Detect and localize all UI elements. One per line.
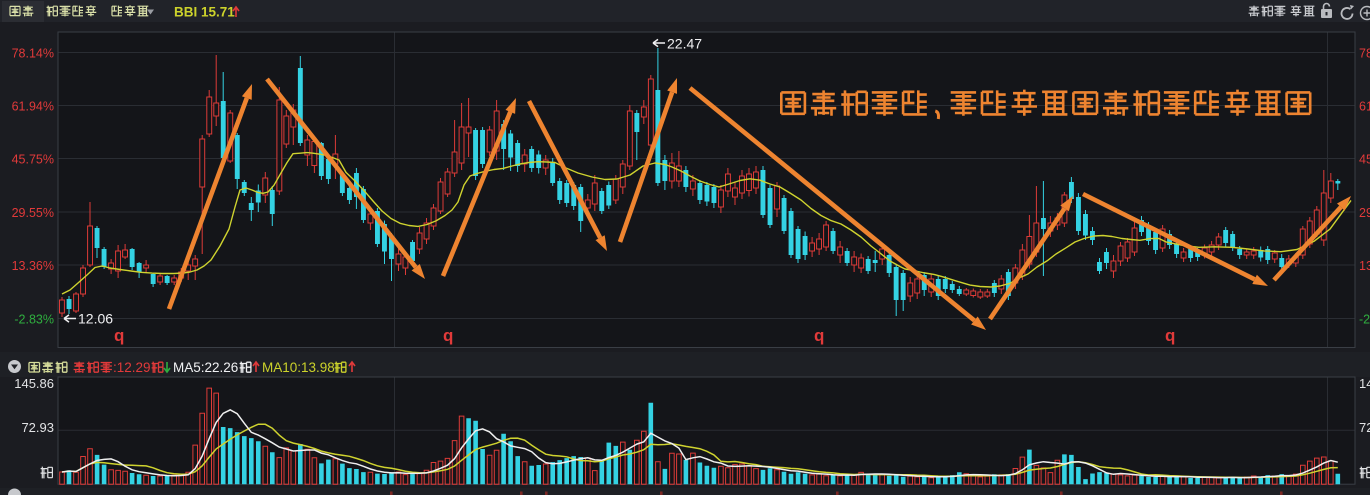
svg-text:MA5:22.26: MA5:22.26	[173, 360, 238, 375]
svg-text:q: q	[114, 326, 124, 345]
svg-text:78.14%: 78.14%	[12, 47, 54, 61]
svg-text:22.47: 22.47	[667, 36, 702, 52]
svg-text:145.86: 145.86	[1359, 376, 1370, 391]
svg-text:72.93: 72.93	[21, 420, 54, 435]
svg-text:BBI 15.71: BBI 15.71	[174, 5, 235, 20]
svg-text:-2.83%: -2.83%	[1359, 313, 1370, 327]
svg-text:13.36%: 13.36%	[1359, 259, 1370, 273]
svg-text:13.36%: 13.36%	[12, 259, 54, 273]
svg-text:145.86: 145.86	[14, 376, 54, 391]
svg-text:q: q	[443, 326, 453, 345]
svg-text:-2.83%: -2.83%	[14, 313, 54, 327]
svg-text:45.75%: 45.75%	[1359, 153, 1370, 167]
svg-text:78.14%: 78.14%	[1359, 47, 1370, 61]
svg-text:45.75%: 45.75%	[12, 153, 54, 167]
svg-text:q: q	[1165, 326, 1175, 345]
svg-text:72.93: 72.93	[1359, 420, 1370, 435]
svg-text:61.94%: 61.94%	[12, 100, 54, 114]
svg-text:MA10:13.98: MA10:13.98	[262, 360, 335, 375]
svg-text:29.55%: 29.55%	[12, 206, 54, 220]
svg-text:29.55%: 29.55%	[1359, 206, 1370, 220]
svg-text:12.06: 12.06	[78, 311, 113, 327]
svg-text::12.29: :12.29	[113, 360, 151, 375]
svg-text:61.94%: 61.94%	[1359, 100, 1370, 114]
svg-text:q: q	[814, 326, 824, 345]
